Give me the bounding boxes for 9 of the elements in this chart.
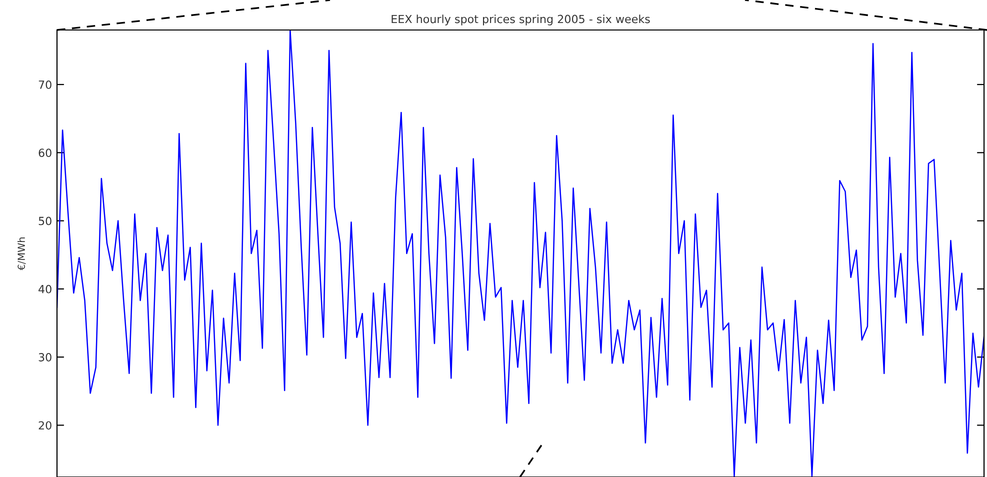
y-tick-label: 70: [38, 80, 52, 89]
line-series: [57, 30, 984, 477]
y-tick-label: 60: [38, 148, 52, 158]
y-tick-label: 20: [38, 421, 52, 430]
y-tick-label: 30: [38, 353, 52, 362]
chart-title: EEX hourly spot prices spring 2005 - six weeks: [392, 14, 650, 26]
y-axis-title: €/MWh: [17, 238, 26, 270]
y-tick-label: 40: [38, 284, 52, 294]
y-tick-label: 50: [38, 216, 52, 226]
